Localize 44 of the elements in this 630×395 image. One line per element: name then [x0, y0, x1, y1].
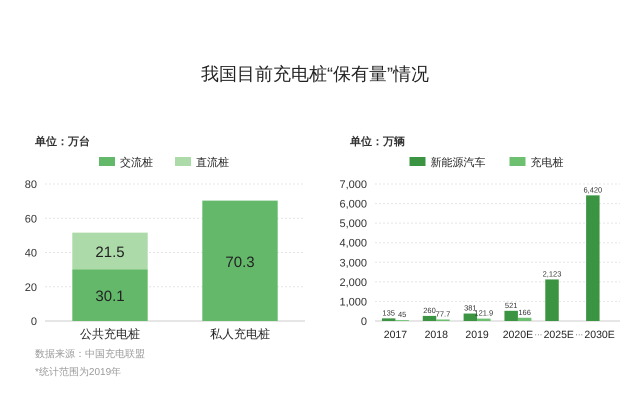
- data-label: 21.5: [95, 244, 125, 262]
- bar: [202, 200, 278, 321]
- data-label: 30.1: [95, 288, 125, 306]
- legend-label: 交流桩: [120, 156, 153, 169]
- y-tick-label: 2,000: [339, 276, 367, 289]
- bar: [586, 195, 600, 321]
- x-tick-label: 私人充电桩: [210, 327, 270, 341]
- y-tick-label: 3,000: [339, 257, 367, 270]
- y-tick-label: 40: [24, 248, 37, 260]
- y-tick-label: 60: [24, 213, 37, 226]
- bar: [545, 279, 559, 321]
- bar: [382, 318, 396, 321]
- y-tick-label: 0: [360, 316, 367, 328]
- y-tick-label: 20: [24, 282, 37, 294]
- x-tick-label: 2018: [424, 329, 448, 341]
- y-tick-label: 4,000: [339, 238, 367, 250]
- bar: [504, 310, 518, 321]
- legend-label: 直流桩: [196, 156, 229, 169]
- data-label: 70.3: [225, 254, 255, 271]
- y-tick-label: 1,000: [339, 296, 367, 308]
- x-tick-label: 2025E: [544, 329, 574, 341]
- y-axis-title: 单位：万台: [34, 135, 90, 148]
- y-tick-label: 6,000: [339, 198, 367, 211]
- y-tick-label: 5,000: [339, 218, 367, 230]
- x-tick-label: 2020E: [502, 329, 534, 341]
- legend-label: 充电桩: [530, 156, 564, 169]
- bar: [72, 232, 148, 270]
- bar: [72, 269, 148, 321]
- y-tick-label: 7,000: [339, 179, 367, 191]
- legend-label: 新能源汽车: [430, 156, 486, 169]
- source-note: 数据来源：中国充电联盟: [35, 348, 145, 360]
- bar: [422, 316, 436, 321]
- y-tick-label: 0: [30, 316, 37, 328]
- y-axis-title: 单位：万辆: [349, 135, 405, 148]
- text: *统计范围为2019年: [35, 366, 122, 378]
- bar: [518, 318, 532, 321]
- x-tick-label: 2019: [465, 329, 489, 341]
- text: ···: [534, 330, 542, 339]
- x-tick-label: 2017: [384, 329, 408, 341]
- y-tick-label: 80: [24, 179, 37, 191]
- x-tick-label: 2030E: [584, 329, 615, 341]
- text: ···: [575, 330, 584, 339]
- x-tick-label: 公共充电桩: [80, 327, 140, 341]
- chart-title: 我国目前充电桩“保有量”情况: [201, 64, 429, 84]
